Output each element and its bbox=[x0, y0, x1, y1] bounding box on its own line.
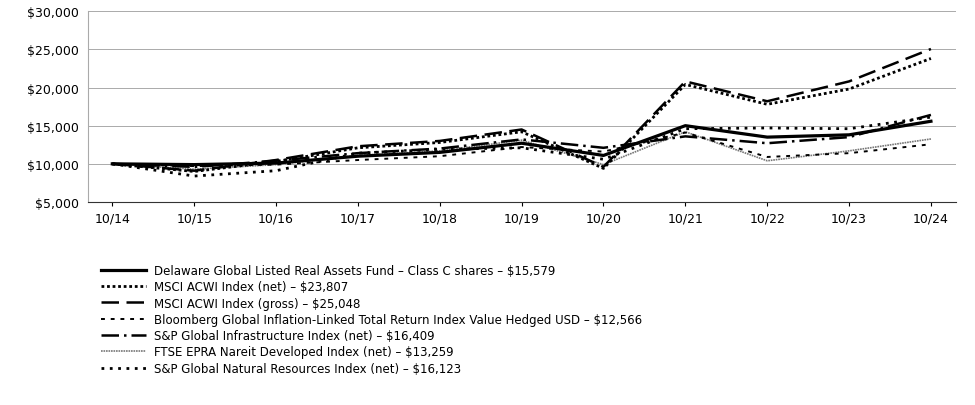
Legend: Delaware Global Listed Real Assets Fund – Class C shares – $15,579, MSCI ACWI In: Delaware Global Listed Real Assets Fund … bbox=[97, 260, 647, 379]
